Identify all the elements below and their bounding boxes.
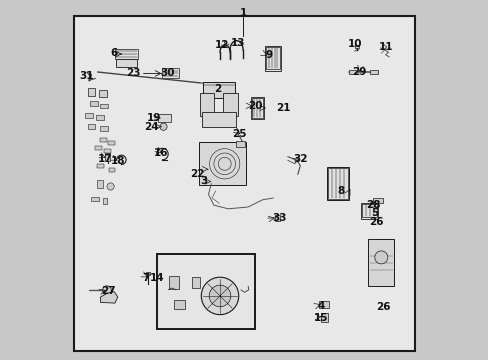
Bar [202,112,236,127]
Bar [97,180,102,188]
Bar [169,276,179,289]
Bar [100,104,108,108]
Bar [361,203,378,219]
Text: 7: 7 [142,273,149,283]
Circle shape [374,251,387,264]
Text: 21: 21 [276,103,290,113]
Text: 28: 28 [366,200,380,210]
Text: 6: 6 [110,48,118,58]
Bar [274,215,280,221]
Text: 2: 2 [213,84,221,94]
Bar [266,47,280,69]
Bar [158,114,170,122]
Text: 5: 5 [370,208,378,218]
Bar [199,142,246,185]
Bar [102,198,107,204]
Bar [115,49,138,59]
Bar [90,102,98,106]
Text: 11: 11 [378,42,392,52]
Bar [88,88,95,96]
Bar [327,168,347,199]
Polygon shape [101,292,118,303]
Text: 3: 3 [200,176,207,186]
Text: 4: 4 [317,301,324,311]
Bar [372,198,382,203]
Bar [326,167,348,200]
Text: 14: 14 [149,273,164,283]
Bar [354,45,358,48]
Bar [100,126,108,130]
Bar [95,145,102,150]
Text: 26: 26 [368,217,383,227]
Bar [97,163,103,168]
Bar [236,141,245,147]
Text: 22: 22 [190,168,204,179]
Bar [85,113,93,117]
Text: 20: 20 [247,101,262,111]
Circle shape [107,183,114,190]
Text: 18: 18 [111,156,125,166]
Text: 32: 32 [292,154,307,164]
Bar [321,313,327,322]
Bar [203,82,235,98]
Text: 8: 8 [337,186,344,196]
Text: 27: 27 [101,286,116,296]
Text: 1: 1 [239,8,246,18]
Bar [200,93,214,116]
Text: 26: 26 [375,302,389,312]
Text: 23: 23 [126,68,141,78]
Text: 25: 25 [232,129,246,139]
Bar [100,138,106,142]
Bar [192,277,200,288]
Bar [362,204,377,217]
Text: 15: 15 [314,312,328,323]
Bar [157,254,255,329]
Bar [174,300,185,309]
Bar [87,124,95,129]
Bar [115,59,137,67]
Text: 31: 31 [80,71,94,81]
Text: 12: 12 [214,40,228,50]
Bar [105,153,110,161]
Text: 13: 13 [231,38,245,48]
Bar [91,197,99,201]
Circle shape [209,285,230,307]
Text: 30: 30 [160,68,174,78]
Bar [223,93,238,116]
Bar [348,70,355,74]
Bar [367,239,393,286]
Text: 29: 29 [352,67,366,77]
Bar [162,68,179,78]
Bar [251,98,262,118]
Bar [96,115,103,120]
Text: 33: 33 [272,213,286,223]
Text: 17: 17 [97,154,112,164]
Bar [108,141,114,145]
Bar [108,168,115,172]
Bar [250,97,263,119]
Circle shape [160,123,167,130]
Bar [146,272,149,275]
Text: 9: 9 [265,50,272,60]
Bar [265,46,281,71]
Bar [104,149,111,153]
Text: 19: 19 [146,113,161,123]
Circle shape [201,277,238,315]
Circle shape [102,286,111,294]
Text: 10: 10 [347,39,362,49]
Bar [319,301,329,308]
Text: 24: 24 [144,122,159,132]
Text: 16: 16 [153,148,168,158]
Bar [370,70,377,74]
Bar [99,90,107,97]
